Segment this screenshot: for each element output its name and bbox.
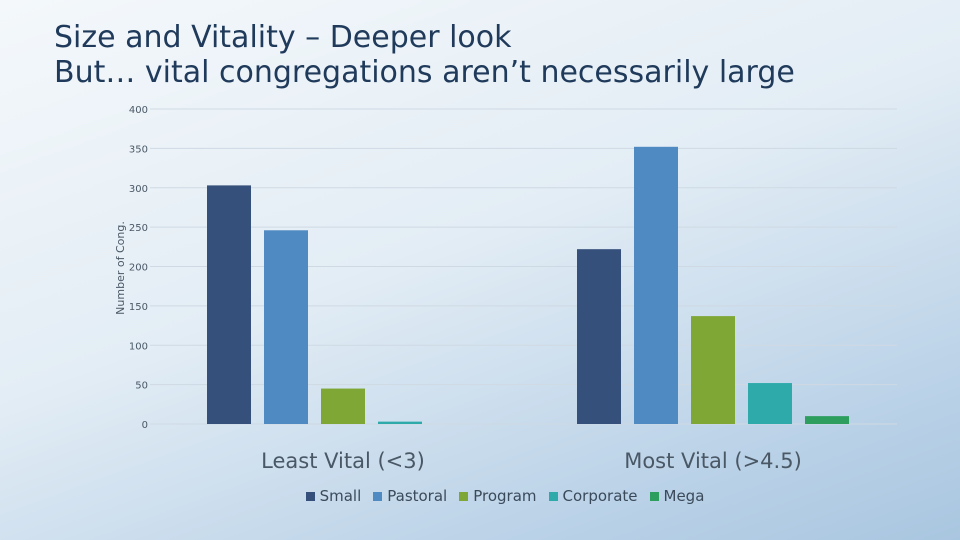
bar <box>691 316 735 424</box>
legend-label: Program <box>473 487 537 505</box>
bar <box>321 388 365 424</box>
legend-label: Corporate <box>562 487 638 505</box>
title-line-2: But… vital congregations aren’t necessar… <box>54 55 795 90</box>
bar <box>577 249 621 424</box>
title-line-1: Size and Vitality – Deeper look <box>54 20 512 55</box>
chart-legend: Small Pastoral Program Corporate Mega <box>0 487 960 505</box>
y-tick-label: 350 <box>129 144 148 155</box>
y-tick-label: 400 <box>129 105 148 116</box>
legend-swatch <box>459 491 469 501</box>
legend-item: Pastoral <box>373 487 447 505</box>
legend-label: Small <box>319 487 362 505</box>
y-tick-label: 250 <box>129 223 148 234</box>
bar <box>748 383 792 424</box>
y-tick-label: 0 <box>142 420 148 431</box>
bar <box>634 146 678 425</box>
category-label: Most Vital (>4.5) <box>624 449 802 473</box>
y-tick-label: 150 <box>129 302 148 313</box>
y-tick-label: 100 <box>129 341 148 352</box>
bar <box>378 421 422 424</box>
legend-label: Mega <box>663 487 705 505</box>
legend-swatch <box>305 491 315 501</box>
legend-swatch <box>548 491 558 501</box>
y-tick-label: 200 <box>129 263 148 274</box>
legend-item: Corporate <box>548 487 638 505</box>
bar <box>264 230 308 424</box>
slide-title: Size and Vitality – Deeper look But… vit… <box>54 20 795 90</box>
legend-item: Mega <box>649 487 705 505</box>
y-tick-label: 50 <box>135 381 148 392</box>
y-axis-label: Number of Cong. <box>114 221 127 315</box>
bar <box>207 185 251 424</box>
legend-swatch <box>373 491 383 501</box>
category-label: Least Vital (<3) <box>261 449 425 473</box>
legend-label: Pastoral <box>387 487 448 505</box>
bar <box>805 416 849 424</box>
legend-item: Program <box>459 487 537 505</box>
legend-item: Small <box>305 487 362 505</box>
y-tick-label: 300 <box>129 184 148 195</box>
legend-swatch <box>649 491 659 501</box>
